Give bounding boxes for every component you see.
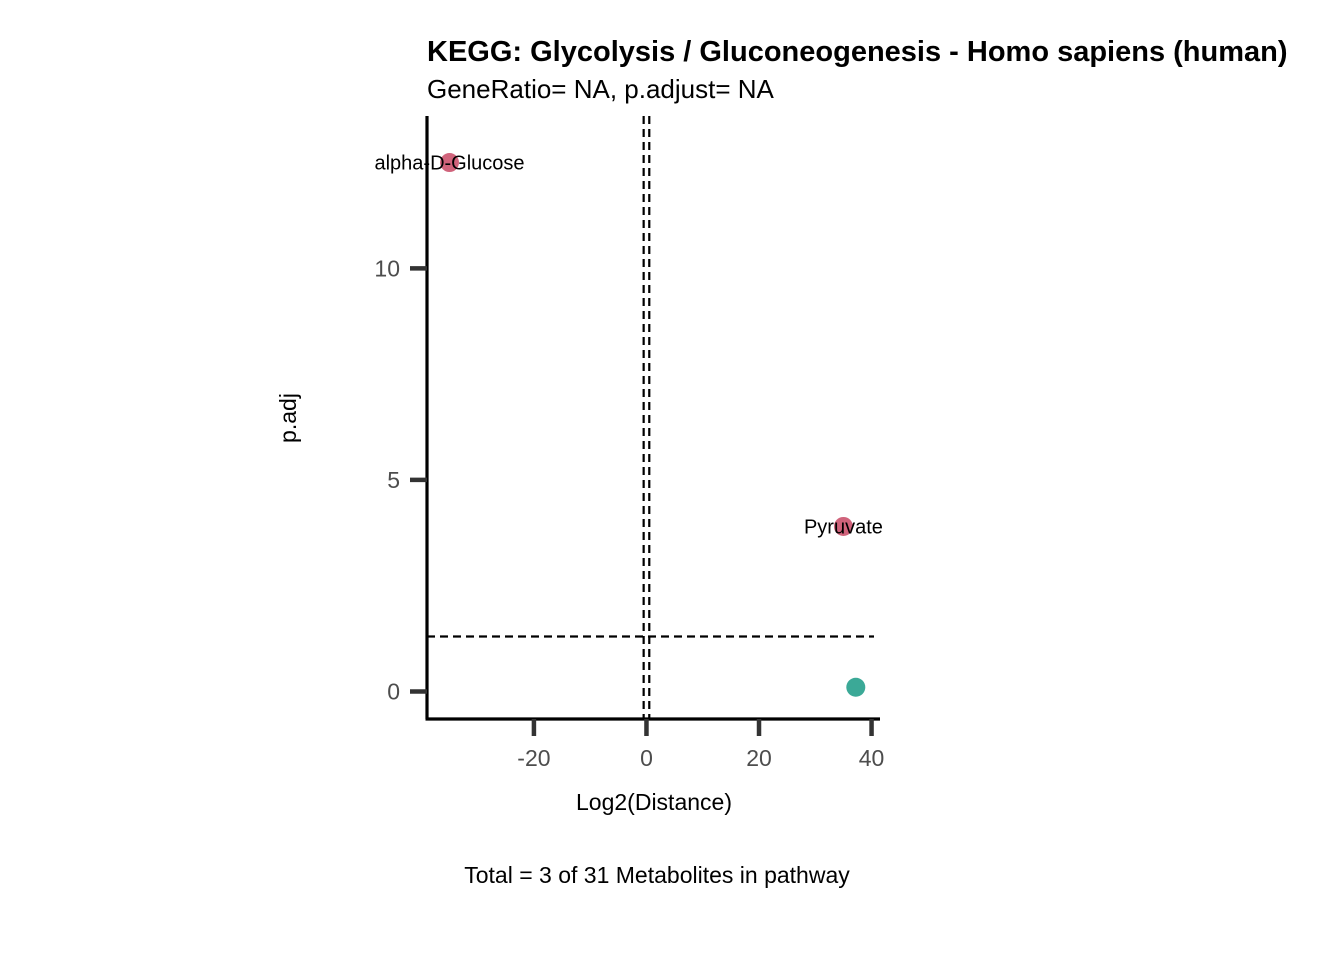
y-tick-label: 5 <box>387 467 400 493</box>
chart-caption: Total = 3 of 31 Metabolites in pathway <box>464 862 850 888</box>
x-tick-label: 0 <box>640 745 653 771</box>
data-point-alpha-d-glucose <box>440 153 460 173</box>
chart-title: KEGG: Glycolysis / Gluconeogenesis - Hom… <box>427 36 1288 68</box>
x-tick-label: 40 <box>859 745 885 771</box>
ticks: -20 0 20 40 0 5 10 <box>374 255 884 771</box>
reference-lines <box>427 116 874 719</box>
axes <box>425 116 880 721</box>
data-point-unlabeled <box>846 677 866 697</box>
chart-subtitle: GeneRatio= NA, p.adjust= NA <box>427 74 775 104</box>
x-tick-label: 20 <box>746 745 772 771</box>
y-tick-label: 0 <box>387 678 400 704</box>
data-points: alpha-D-Glucose Pyruvate <box>374 153 883 697</box>
data-point-pyruvate <box>833 516 853 536</box>
x-tick-label: -20 <box>517 745 550 771</box>
point-label: alpha-D-Glucose <box>374 153 524 175</box>
y-axis-title: p.adj <box>275 393 301 443</box>
point-label: Pyruvate <box>804 516 883 538</box>
x-axis-title: Log2(Distance) <box>576 789 732 815</box>
y-tick-label: 10 <box>374 255 400 281</box>
